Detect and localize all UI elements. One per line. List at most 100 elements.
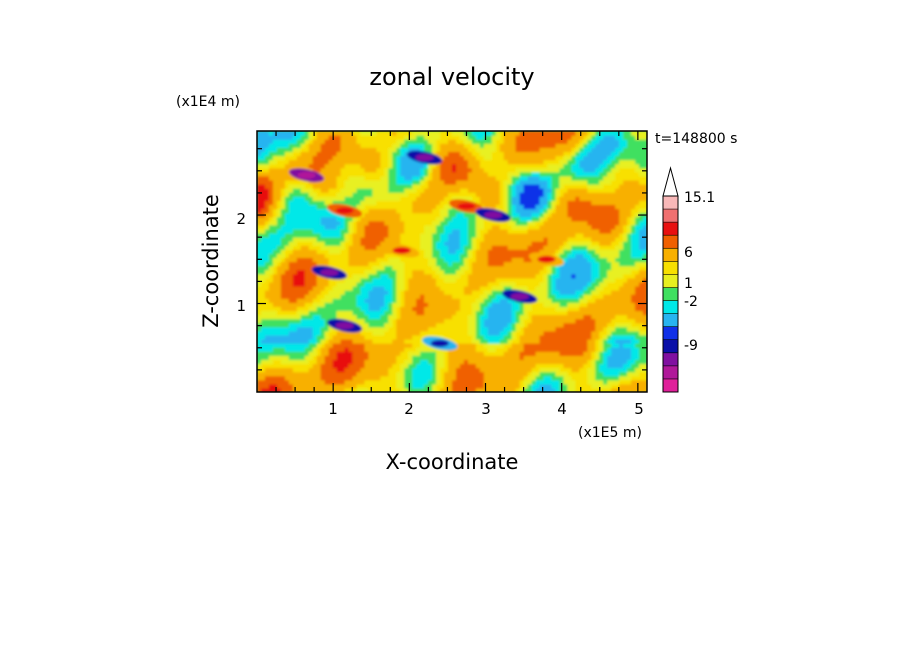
field-cell	[444, 285, 449, 291]
field-cell	[280, 310, 286, 316]
field-cell	[523, 314, 529, 320]
field-cell	[368, 273, 374, 279]
field-cell	[356, 294, 362, 299]
field-cell	[268, 347, 274, 352]
field-cell	[495, 306, 501, 312]
field-cell	[635, 379, 640, 385]
field-cell	[551, 220, 557, 226]
field-cell	[571, 383, 576, 389]
field-cell	[555, 302, 561, 307]
field-cell	[527, 212, 533, 218]
field-cell	[312, 249, 318, 254]
field-cell	[404, 367, 409, 373]
field-cell	[408, 188, 413, 193]
field-cell	[639, 363, 644, 369]
field-cell	[452, 192, 457, 197]
field-cell	[260, 371, 266, 377]
field-cell	[623, 375, 628, 381]
field-cell	[268, 245, 274, 250]
field-cell	[424, 359, 429, 365]
field-cell	[619, 208, 624, 214]
field-cell	[424, 290, 429, 295]
field-cell	[631, 371, 636, 377]
field-cell	[404, 355, 409, 360]
field-cell	[384, 261, 389, 267]
field-cell	[288, 237, 294, 242]
field-cell	[627, 269, 632, 275]
field-cell	[304, 298, 310, 303]
field-cell	[499, 204, 505, 210]
field-cell	[436, 196, 441, 201]
field-cell	[352, 281, 358, 287]
field-cell	[595, 220, 600, 226]
field-cell	[539, 212, 545, 218]
field-cell	[352, 359, 358, 365]
field-cell	[368, 351, 374, 356]
field-cell	[579, 343, 584, 348]
field-cell	[463, 216, 469, 222]
field-cell	[459, 216, 465, 222]
field-cell	[428, 290, 433, 295]
field-cell	[428, 285, 433, 291]
field-cell	[448, 265, 453, 271]
field-cell	[424, 269, 429, 275]
field-cell	[495, 302, 501, 307]
field-cell	[627, 294, 632, 299]
field-cell	[316, 277, 322, 283]
field-cell	[268, 228, 274, 234]
field-cell	[619, 347, 624, 352]
field-cell	[280, 285, 286, 291]
field-cell	[507, 379, 513, 385]
field-cell	[483, 273, 489, 279]
field-cell	[260, 237, 266, 242]
field-cell	[615, 285, 620, 291]
field-cell	[507, 269, 513, 275]
field-cell	[392, 220, 397, 226]
field-cell	[643, 281, 647, 287]
field-cell	[328, 387, 334, 392]
field-cell	[272, 347, 278, 352]
field-cell	[348, 253, 354, 259]
field-cell	[583, 375, 588, 381]
field-cell	[344, 298, 350, 303]
field-cell	[543, 192, 549, 197]
field-cell	[368, 371, 374, 377]
field-cell	[257, 290, 262, 295]
field-cell	[471, 302, 477, 307]
field-cell	[487, 330, 493, 336]
field-cell	[320, 249, 326, 254]
field-cell	[296, 224, 302, 230]
field-cell	[479, 322, 485, 328]
field-cell	[503, 302, 509, 307]
field-cell	[603, 351, 608, 356]
field-cell	[332, 379, 338, 385]
field-cell	[591, 196, 596, 201]
field-cell	[483, 334, 489, 340]
field-cell	[416, 371, 421, 377]
field-cell	[555, 318, 561, 324]
field-cell	[292, 285, 298, 291]
field-cell	[595, 310, 600, 316]
field-cell	[284, 208, 290, 214]
field-cell	[332, 363, 338, 369]
field-cell	[344, 302, 350, 307]
field-cell	[396, 343, 401, 348]
field-cell	[523, 204, 529, 210]
field-cell	[288, 269, 294, 275]
field-cell	[408, 196, 413, 201]
field-cell	[583, 257, 588, 263]
field-cell	[424, 196, 429, 201]
field-cell	[276, 249, 282, 254]
field-cell	[575, 241, 580, 246]
field-cell	[300, 184, 306, 189]
field-cell	[304, 302, 310, 307]
field-cell	[487, 347, 493, 352]
field-cell	[257, 196, 262, 201]
field-cell	[296, 285, 302, 291]
field-cell	[408, 285, 413, 291]
field-cell	[559, 318, 565, 324]
field-cell	[463, 290, 469, 295]
field-cell	[324, 359, 330, 365]
field-cell	[595, 322, 600, 328]
field-cell	[380, 269, 385, 275]
